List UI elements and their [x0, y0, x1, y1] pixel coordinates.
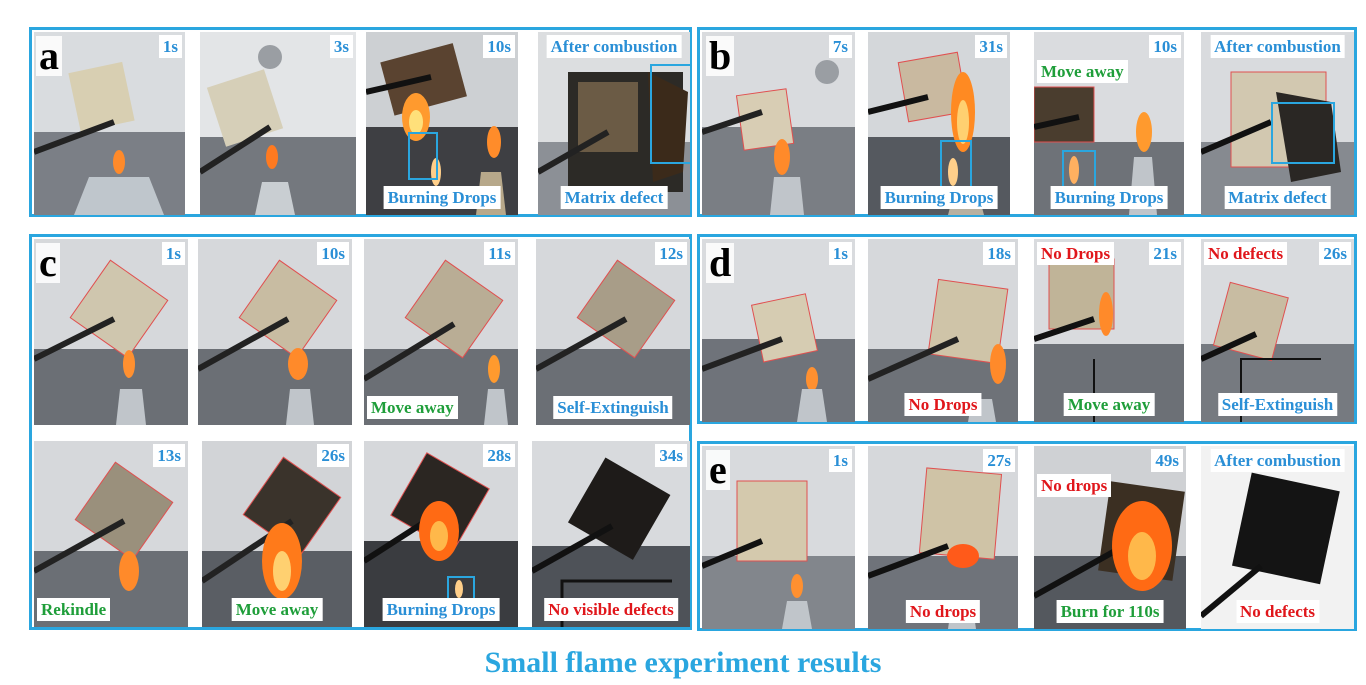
note-label: No defects — [1235, 600, 1320, 623]
frame-b-3: 10s Move away Burning Drops — [1034, 32, 1184, 215]
defect-highlight-box — [650, 64, 690, 164]
panel-e: e 1s 27s No drops — [697, 441, 1357, 631]
frame-c-7: 28s Burning Drops — [364, 441, 518, 627]
frame-e-4: After combustion No defects — [1201, 446, 1354, 629]
time-label: 49s — [1151, 449, 1183, 472]
note-label: No drops — [905, 600, 981, 623]
panel-c: c 1s 10s 11s — [29, 234, 692, 630]
photo-a-2 — [200, 32, 356, 215]
note-label: No Drops — [904, 393, 982, 416]
frame-a-3: 10s Burning Drops — [366, 32, 518, 215]
top-note-label: No defects — [1204, 242, 1288, 265]
time-label: 26s — [1319, 242, 1351, 265]
note-label: Self-Extinguish — [1217, 393, 1338, 416]
time-label: 10s — [1149, 35, 1181, 58]
time-label: 11s — [484, 242, 515, 265]
panel-label-a: a — [36, 36, 62, 76]
drops-highlight-box — [408, 132, 438, 180]
defect-highlight-box — [1271, 102, 1335, 164]
time-label: 26s — [317, 444, 349, 467]
note-label: Move away — [367, 396, 458, 419]
panel-label-d: d — [706, 243, 735, 283]
panel-d: d 1s 18s No Drops — [697, 234, 1357, 424]
frame-c-6: 26s Move away — [202, 441, 352, 627]
note-label: Burn for 110s — [1056, 600, 1164, 623]
time-label: 10s — [483, 35, 515, 58]
frame-a-4: After combustion Matrix defect — [538, 32, 690, 215]
time-label: 1s — [828, 242, 852, 265]
panel-label-b: b — [706, 36, 735, 76]
time-label: 3s — [329, 35, 353, 58]
panel-a: a 1s 3s — [29, 27, 692, 217]
photo-d-3 — [1034, 239, 1184, 422]
panel-label-e: e — [706, 450, 730, 490]
note-label: Burning Drops — [1050, 186, 1168, 209]
frame-b-2: 31s Burning Drops — [868, 32, 1010, 215]
frame-d-4: 26s No defects Self-Extinguish — [1201, 239, 1354, 422]
frame-a-1: 1s — [34, 32, 185, 215]
time-label: 10s — [317, 242, 349, 265]
frame-b-1: 7s — [702, 32, 855, 215]
time-label: After combustion — [1210, 449, 1345, 472]
time-label: 31s — [975, 35, 1007, 58]
top-note-label: Move away — [1037, 60, 1128, 83]
note-label: Burning Drops — [383, 186, 501, 209]
frame-d-3: 21s No Drops Move away — [1034, 239, 1184, 422]
note-label: Self-Extinguish — [553, 396, 673, 419]
photo-c-3 — [364, 239, 518, 425]
note-label: Move away — [1063, 393, 1155, 416]
time-label: 34s — [655, 444, 687, 467]
photo-c-2 — [198, 239, 352, 425]
frame-b-4: After combustion Matrix defect — [1201, 32, 1354, 215]
figure-caption: Small flame experiment results — [484, 646, 882, 679]
time-label: 1s — [161, 242, 185, 265]
frame-e-3: 49s No drops Burn for 110s — [1034, 446, 1186, 629]
photo-b-1 — [702, 32, 855, 215]
frame-c-2: 10s — [198, 239, 352, 425]
note-label: Move away — [231, 598, 323, 621]
time-label: After combustion — [546, 35, 682, 58]
frame-c-8: 34s No visible defects — [532, 441, 690, 627]
note-label: Matrix defect — [1224, 186, 1331, 209]
drops-highlight-box — [940, 140, 972, 190]
frame-c-3: 11s Move away — [364, 239, 518, 425]
time-label: 27s — [983, 449, 1015, 472]
note-label: Burning Drops — [382, 598, 500, 621]
photo-c-5 — [34, 441, 188, 627]
time-label: 1s — [158, 35, 182, 58]
time-label: After combustion — [1210, 35, 1345, 58]
photo-e-2 — [868, 446, 1018, 629]
note-label: Rekindle — [37, 598, 111, 621]
time-label: 7s — [828, 35, 852, 58]
time-label: 13s — [153, 444, 185, 467]
photo-c-6 — [202, 441, 352, 627]
frame-d-2: 18s No Drops — [868, 239, 1018, 422]
top-note-label: No Drops — [1037, 242, 1115, 265]
photo-e-4 — [1201, 446, 1354, 629]
note-label: No visible defects — [544, 598, 678, 621]
note-label: Matrix defect — [560, 186, 668, 209]
panel-label-c: c — [36, 243, 60, 283]
frame-a-2: 3s — [200, 32, 356, 215]
frame-c-4: 12s Self-Extinguish — [536, 239, 690, 425]
top-note-label: No drops — [1037, 474, 1112, 497]
time-label: 21s — [1149, 242, 1181, 265]
note-label: Burning Drops — [880, 186, 998, 209]
time-label: 1s — [828, 449, 852, 472]
time-label: 28s — [483, 444, 515, 467]
frame-e-2: 27s No drops — [868, 446, 1018, 629]
photo-a-1 — [34, 32, 185, 215]
time-label: 18s — [983, 242, 1015, 265]
time-label: 12s — [655, 242, 687, 265]
panel-b: b 7s 31s Burning Drops — [697, 27, 1357, 217]
frame-c-5: 13s Rekindle — [34, 441, 188, 627]
